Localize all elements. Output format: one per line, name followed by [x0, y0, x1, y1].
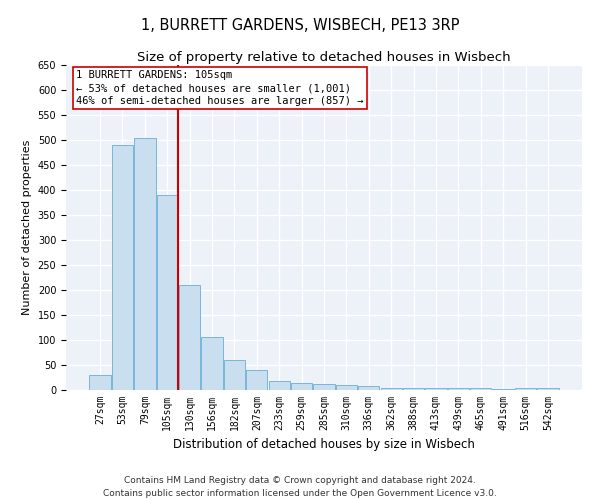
Bar — [425, 388, 446, 390]
Bar — [313, 384, 335, 390]
Bar — [291, 382, 312, 390]
Bar — [112, 145, 133, 390]
Bar — [179, 285, 200, 390]
Bar — [134, 138, 155, 390]
Bar — [89, 375, 111, 390]
Bar — [157, 195, 178, 390]
Text: 1, BURRETT GARDENS, WISBECH, PE13 3RP: 1, BURRETT GARDENS, WISBECH, PE13 3RP — [141, 18, 459, 32]
Bar — [224, 360, 245, 390]
Bar — [403, 388, 424, 390]
Bar — [380, 388, 402, 390]
Bar — [358, 386, 379, 390]
Text: 1 BURRETT GARDENS: 105sqm
← 53% of detached houses are smaller (1,001)
46% of se: 1 BURRETT GARDENS: 105sqm ← 53% of detac… — [76, 70, 364, 106]
Bar — [269, 381, 290, 390]
Title: Size of property relative to detached houses in Wisbech: Size of property relative to detached ho… — [137, 51, 511, 64]
Bar — [246, 370, 268, 390]
Bar — [493, 388, 514, 390]
X-axis label: Distribution of detached houses by size in Wisbech: Distribution of detached houses by size … — [173, 438, 475, 452]
Text: Contains HM Land Registry data © Crown copyright and database right 2024.
Contai: Contains HM Land Registry data © Crown c… — [103, 476, 497, 498]
Bar — [515, 388, 536, 390]
Bar — [470, 388, 491, 390]
Bar — [448, 388, 469, 390]
Bar — [202, 336, 223, 390]
Bar — [336, 384, 357, 390]
Bar — [537, 388, 559, 390]
Y-axis label: Number of detached properties: Number of detached properties — [22, 140, 32, 315]
